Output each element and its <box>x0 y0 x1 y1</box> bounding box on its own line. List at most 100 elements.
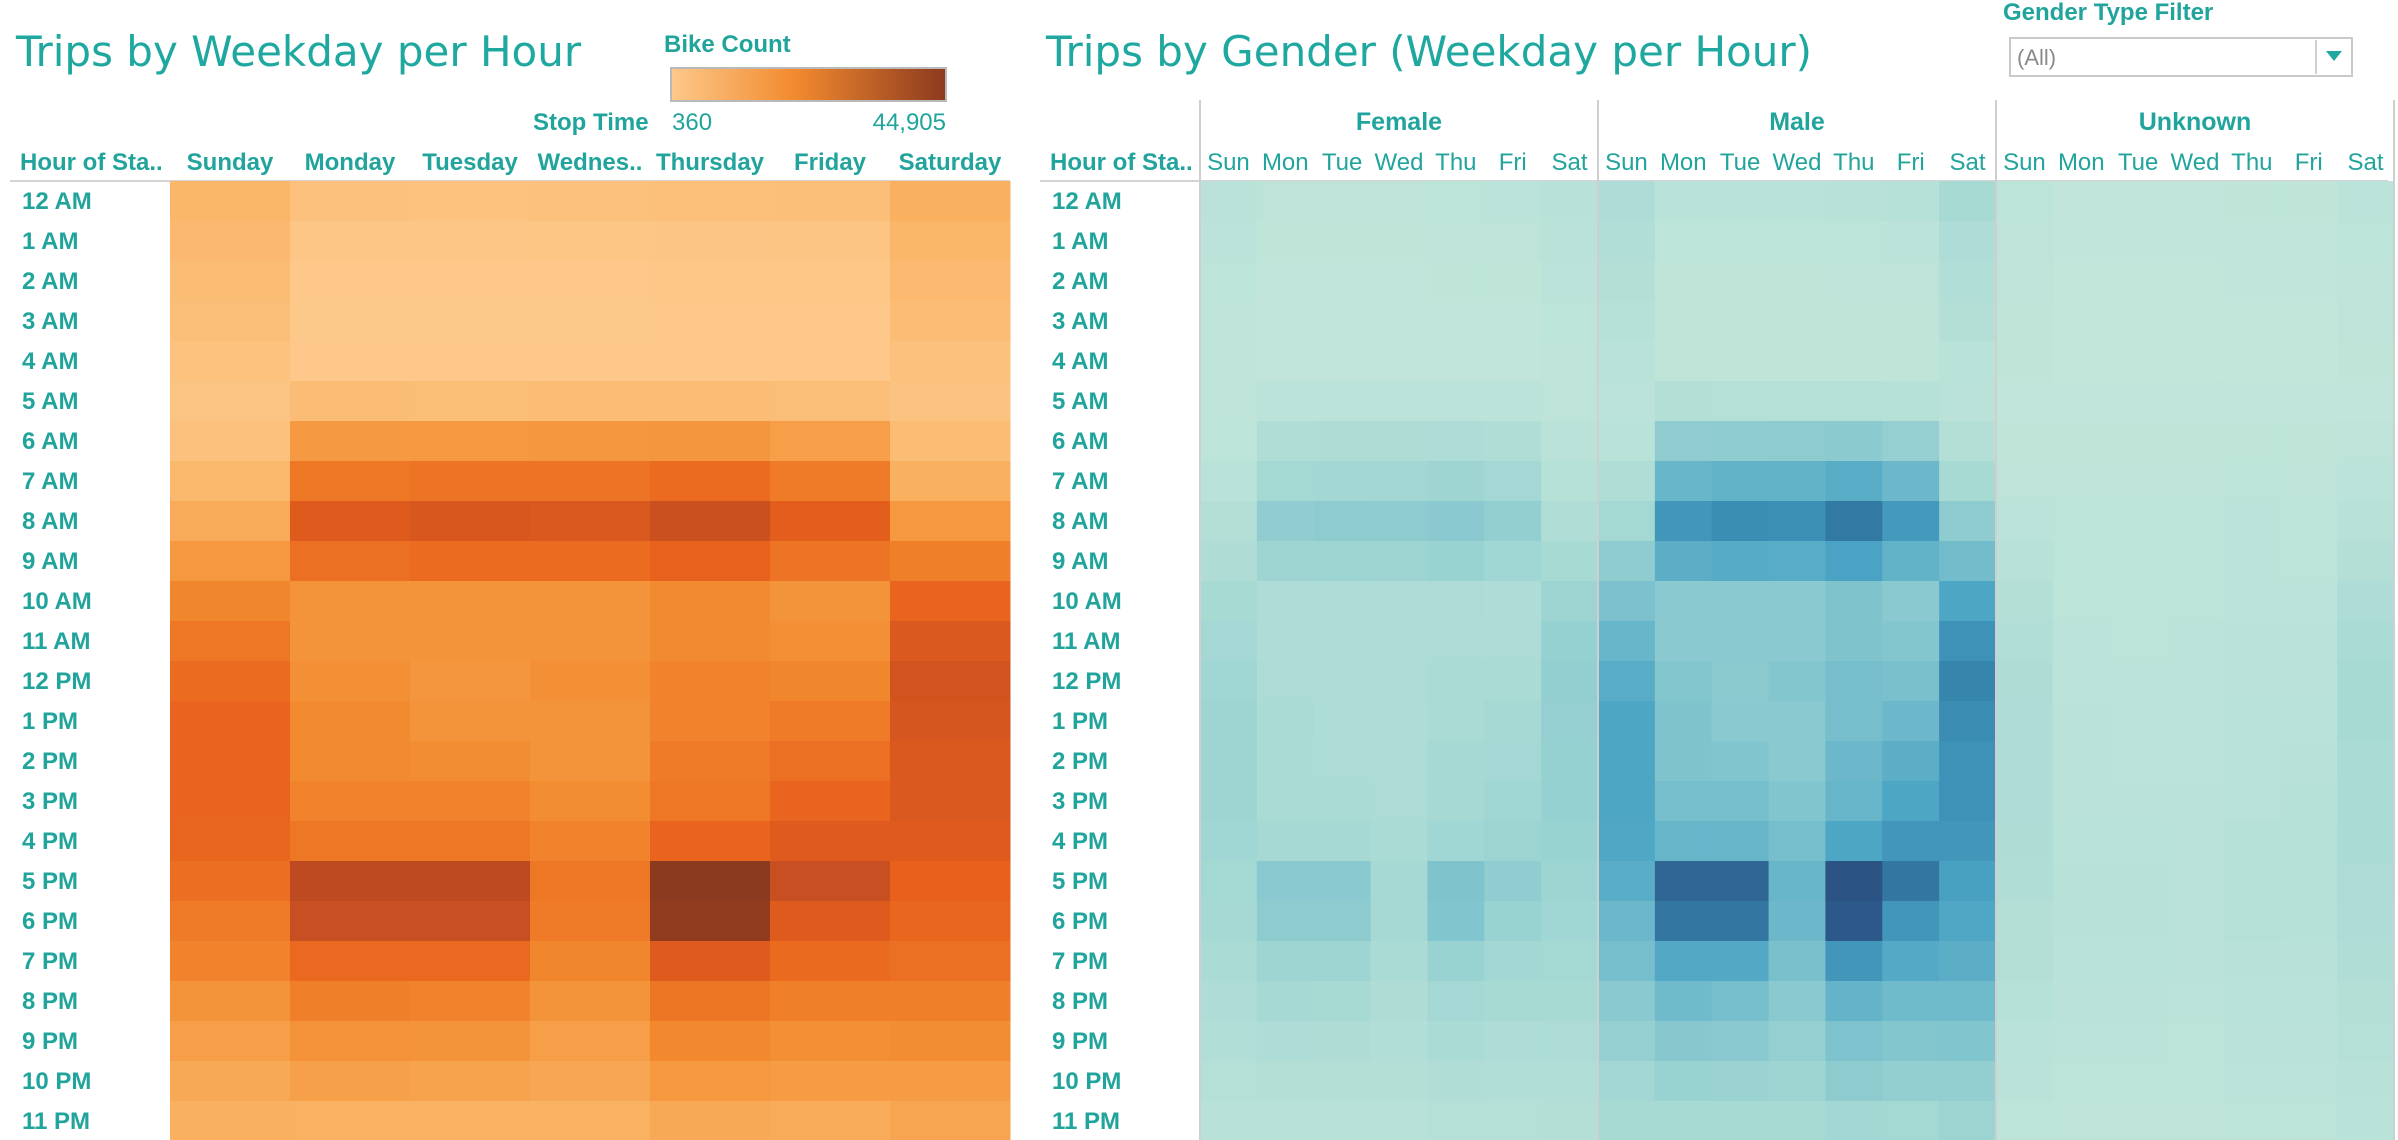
heatmap-cell <box>1711 261 1770 302</box>
chevron-down-icon[interactable] <box>2326 51 2342 61</box>
heatmap-cell <box>1711 1101 1770 1140</box>
heatmap-cell <box>650 621 771 662</box>
heatmap-cell <box>1768 181 1826 222</box>
heatmap-cell <box>1484 1101 1542 1140</box>
heatmap-cell <box>2280 661 2338 702</box>
heatmap-cell <box>2337 421 2395 462</box>
heatmap-cell <box>290 701 411 742</box>
heatmap-cell <box>650 421 771 462</box>
heatmap-cell <box>1256 781 1315 822</box>
heatmap-cell <box>1996 1061 2054 1102</box>
heatmap-cell <box>2223 621 2281 662</box>
heatmap-cell <box>530 181 651 222</box>
heatmap-cell <box>1882 861 1940 902</box>
row-label: 8 PM <box>1052 988 1108 1015</box>
heatmap-cell <box>2109 461 2168 502</box>
day-header: Sat <box>2348 149 2384 176</box>
heatmap-cell <box>2166 181 2224 222</box>
heatmap-cell <box>2280 741 2338 782</box>
heatmap-cell <box>2337 221 2395 262</box>
row-label: 10 PM <box>22 1068 91 1095</box>
heatmap-cell <box>170 381 291 422</box>
row-label: 4 PM <box>22 828 78 855</box>
heatmap-cell <box>1370 541 1428 582</box>
heatmap-cell <box>1768 1101 1826 1140</box>
heatmap-cell <box>770 261 891 302</box>
heatmap-cell <box>1711 1021 1770 1062</box>
heatmap-cell <box>1541 181 1599 222</box>
heatmap-cell <box>2166 541 2224 582</box>
heatmap-cell <box>770 781 891 822</box>
heatmap-cell <box>530 421 651 462</box>
heatmap-cell <box>170 1021 291 1062</box>
heatmap-cell <box>1484 861 1542 902</box>
column-header: Thursday <box>656 149 765 176</box>
heatmap-cell <box>2052 861 2111 902</box>
right-row-labels: 12 AM 1 AM 2 AM 3 AM 4 AM 5 AM 6 AM 7 AM 8 AM 9 A… <box>1052 188 1122 1135</box>
heatmap-cell <box>2166 1061 2224 1102</box>
heatmap-cell <box>2166 1101 2224 1140</box>
row-label: 5 PM <box>1052 868 1108 895</box>
heatmap-cell <box>1370 1021 1428 1062</box>
heatmap-cell <box>1313 541 1372 582</box>
heatmap-cell <box>1654 741 1713 782</box>
heatmap-cell <box>1370 421 1428 462</box>
row-label: 4 AM <box>22 348 78 375</box>
heatmap-cell <box>1200 181 1258 222</box>
heatmap-cell <box>2052 741 2111 782</box>
group-header: Unknown <box>2139 108 2252 136</box>
heatmap-cell <box>1370 501 1428 542</box>
filter-dropdown-box[interactable] <box>2009 37 2353 77</box>
heatmap-cell <box>1939 701 1997 742</box>
heatmap-cell <box>1882 981 1940 1022</box>
heatmap-cell <box>2052 1061 2111 1102</box>
legend-max-label: 44,905 <box>873 109 946 136</box>
heatmap-cell <box>530 261 651 302</box>
heatmap-cell <box>1541 501 1599 542</box>
filter-dropdown[interactable]: (All) <box>2009 37 2353 77</box>
heatmap-cell <box>410 821 531 862</box>
heatmap-cell <box>2337 1021 2395 1062</box>
heatmap-cell <box>2109 301 2168 342</box>
heatmap-cell <box>1939 941 1997 982</box>
heatmap-cell <box>1370 781 1428 822</box>
heatmap-cell <box>410 181 531 222</box>
heatmap-cell <box>1541 781 1599 822</box>
heatmap-cell <box>1370 861 1428 902</box>
heatmap-cell <box>1825 941 1883 982</box>
heatmap-cell <box>170 421 291 462</box>
heatmap-cell <box>1654 1061 1713 1102</box>
heatmap-cell <box>1427 421 1485 462</box>
heatmap-cell <box>2166 261 2224 302</box>
row-label: 5 AM <box>1052 388 1108 415</box>
heatmap-cell <box>530 221 651 262</box>
legend-title: Bike Count <box>664 31 791 58</box>
heatmap-cell <box>2223 181 2281 222</box>
heatmap-cell <box>2166 781 2224 822</box>
heatmap-cell <box>1256 421 1315 462</box>
heatmap-cell <box>890 661 1011 702</box>
heatmap-cell <box>1484 461 1542 502</box>
heatmap-cell <box>1200 941 1258 982</box>
heatmap-cell <box>1939 541 1997 582</box>
heatmap-cell <box>2166 981 2224 1022</box>
heatmap-cell <box>1711 301 1770 342</box>
heatmap-cell <box>1882 1101 1940 1140</box>
heatmap-cell <box>1711 901 1770 942</box>
heatmap-cell <box>1427 1021 1485 1062</box>
heatmap-cell <box>1484 581 1542 622</box>
heatmap-cell <box>2109 701 2168 742</box>
heatmap-cell <box>1939 261 1997 302</box>
heatmap-cell <box>2337 621 2395 662</box>
heatmap-cell <box>1370 941 1428 982</box>
heatmap-cell <box>1427 861 1485 902</box>
heatmap-cell <box>890 541 1011 582</box>
heatmap-cell <box>1825 981 1883 1022</box>
heatmap-cell <box>890 701 1011 742</box>
heatmap-cell <box>2052 1021 2111 1062</box>
heatmap-cell <box>890 341 1011 382</box>
heatmap-cell <box>1256 661 1315 702</box>
heatmap-cell <box>2280 701 2338 742</box>
heatmap-cell <box>1541 941 1599 982</box>
heatmap-cell <box>1200 501 1258 542</box>
